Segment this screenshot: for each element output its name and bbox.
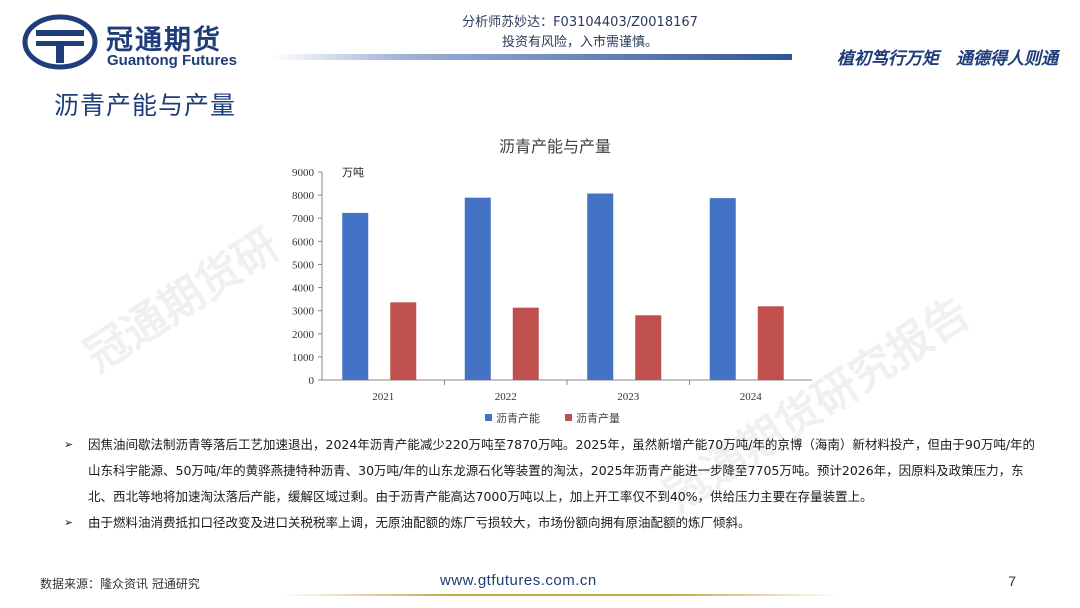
y-tick-label: 2000 xyxy=(292,329,315,341)
x-tick-label: 2022 xyxy=(495,391,517,403)
risk-notice: 投资有风险，入市需谨慎。 xyxy=(501,35,658,50)
header-meta: 分析师苏妙达：F03104403/Z0018167 投资有风险，入市需谨慎。 xyxy=(400,13,760,53)
y-tick-label: 4000 xyxy=(292,283,315,295)
logo-emblem-icon xyxy=(22,14,98,70)
bullet-item-2: ➢ 由于燃料油消费抵扣口径改变及进口关税税率上调，无原油配额的炼厂亏损较大，市场… xyxy=(64,510,1044,536)
chart-title: 沥青产能与产量 xyxy=(499,137,611,156)
legend-label-output: 沥青产量 xyxy=(576,411,620,425)
y-tick-label: 1000 xyxy=(292,352,315,364)
footer-divider xyxy=(280,594,840,596)
legend-swatch-capacity xyxy=(485,414,492,421)
bar-output-2023 xyxy=(635,315,662,380)
page-title: 沥青产能与产量 xyxy=(54,91,237,120)
legend-swatch-output xyxy=(565,414,572,421)
company-name-en: Guantong Futures xyxy=(107,52,237,69)
analyst-info: 分析师苏妙达：F03104403/Z0018167 xyxy=(462,15,698,30)
page-number: 7 xyxy=(1008,573,1016,589)
legend-label-capacity: 沥青产能 xyxy=(496,411,540,425)
y-unit-label: 万吨 xyxy=(342,166,364,179)
bar-capacity-2021 xyxy=(342,212,369,380)
bar-capacity-2022 xyxy=(464,197,491,380)
company-name-cn: 冠通期货 xyxy=(106,25,222,56)
x-tick-label: 2023 xyxy=(617,391,640,403)
watermark-left: 冠通期货研 xyxy=(75,219,289,382)
bar-capacity-2023 xyxy=(587,193,614,380)
y-tick-label: 5000 xyxy=(292,259,315,271)
bar-output-2022 xyxy=(512,307,539,380)
bar-output-2021 xyxy=(390,302,417,380)
header-divider xyxy=(272,54,792,60)
data-source: 数据来源：隆众资讯 冠通研究 xyxy=(40,577,200,591)
y-tick-label: 6000 xyxy=(292,236,315,248)
company-logo: 冠通期货 Guantong Futures xyxy=(22,14,262,70)
bar-output-2024 xyxy=(757,306,784,380)
arrow-bullet-icon: ➢ xyxy=(64,516,74,529)
bullet-text-2: 由于燃料油消费抵扣口径改变及进口关税税率上调，无原油配额的炼厂亏损较大，市场份额… xyxy=(88,515,751,530)
bar-capacity-2024 xyxy=(709,198,736,380)
capacity-output-chart: 沥青产能与产量万吨 0 1000 2000 3000 4000 5000 6000 7000 80… xyxy=(270,128,830,428)
slogan: 植初笃行万矩 通德得人则通 xyxy=(837,49,1058,69)
x-tick-label: 2024 xyxy=(740,391,763,403)
arrow-bullet-icon: ➢ xyxy=(64,438,74,451)
website-link[interactable]: www.gtfutures.com.cn xyxy=(440,572,597,589)
bullet-text-1: 因焦油间歇法制沥青等落后工艺加速退出，2024年沥青产能减少220万吨至7870… xyxy=(88,437,1036,504)
y-tick-label: 3000 xyxy=(292,306,315,318)
y-tick-label: 8000 xyxy=(292,190,315,202)
y-tick-label: 0 xyxy=(309,375,315,387)
bullet-item-1: ➢ 因焦油间歇法制沥青等落后工艺加速退出，2024年沥青产能减少220万吨至78… xyxy=(64,432,1044,510)
bullet-list: ➢ 因焦油间歇法制沥青等落后工艺加速退出，2024年沥青产能减少220万吨至78… xyxy=(64,432,1044,536)
y-tick-label: 9000 xyxy=(292,167,315,179)
x-tick-label: 2021 xyxy=(372,391,394,403)
y-tick-label: 7000 xyxy=(292,213,315,225)
